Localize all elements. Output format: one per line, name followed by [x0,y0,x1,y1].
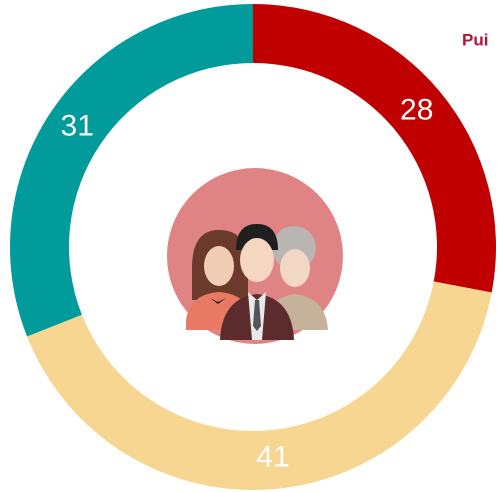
people-illustration [167,168,343,344]
chart: 28 41 31 Pui [0,0,500,492]
annotation: Pui [462,30,488,49]
value-label: 28 [400,93,433,126]
value-label: 31 [61,109,94,142]
value-label: 41 [256,440,289,473]
